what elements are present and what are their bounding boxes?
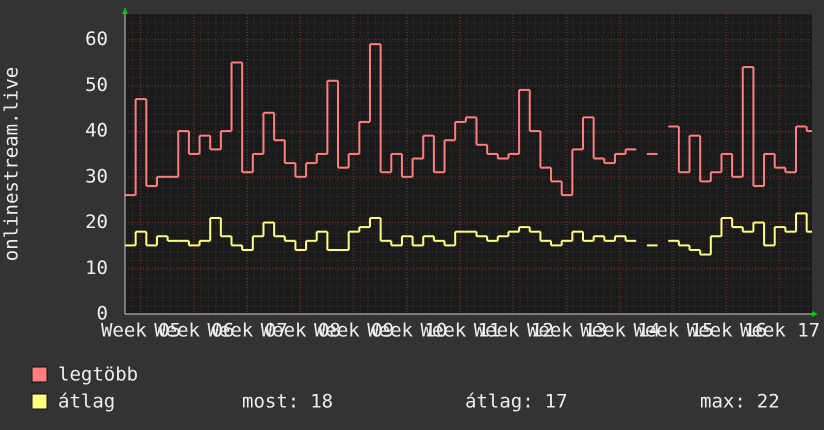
y-tick-label: 30 — [85, 165, 108, 187]
y-tick-label: 50 — [85, 74, 108, 96]
stat-value: 18 — [310, 391, 333, 413]
y-tick-label: 20 — [85, 211, 108, 233]
stat-value: 17 — [545, 391, 568, 413]
stat-label: max: — [700, 391, 746, 413]
legend-swatch — [31, 366, 48, 383]
x-tick-label: Week 09 — [314, 320, 394, 342]
y-arrow — [122, 8, 128, 14]
minor-grid — [125, 14, 812, 314]
marks — [125, 43, 812, 256]
x-tick-label: Week 05 — [101, 320, 181, 342]
x-tick-label: Week 17 — [740, 320, 820, 342]
x-tick-label: Week 07 — [207, 320, 287, 342]
x-tick-label: Week 16 — [687, 320, 767, 342]
y-tick-label: 40 — [85, 120, 108, 142]
x-tick-label: Week 08 — [261, 320, 341, 342]
legend-swatch — [31, 393, 48, 410]
y-tick-label: 60 — [85, 28, 108, 50]
x-tick-label: Week 15 — [633, 320, 713, 342]
x-tick-label: Week 10 — [367, 320, 447, 342]
x-arrow — [812, 311, 818, 317]
x-tick-label: Week 11 — [420, 320, 500, 342]
x-tick-label: Week 14 — [580, 320, 660, 342]
legend-label: átlag — [58, 391, 115, 413]
legend-label: legtöbb — [58, 364, 138, 386]
x-tick-label: Week 13 — [527, 320, 607, 342]
y-tick-label: 10 — [85, 257, 108, 279]
y-tick-label: 0 — [97, 303, 108, 325]
stat-value: 22 — [757, 391, 780, 413]
legend: legtöbb átlag most: 18 átlag: 17 max: 22 — [31, 364, 780, 413]
stat-label: most: — [242, 391, 299, 413]
x-tick-label: Week 12 — [474, 320, 554, 342]
stat-label: átlag: — [465, 391, 534, 413]
x-tick-label: Week 06 — [154, 320, 234, 342]
y-axis-label: onlinestream.live — [1, 67, 23, 261]
